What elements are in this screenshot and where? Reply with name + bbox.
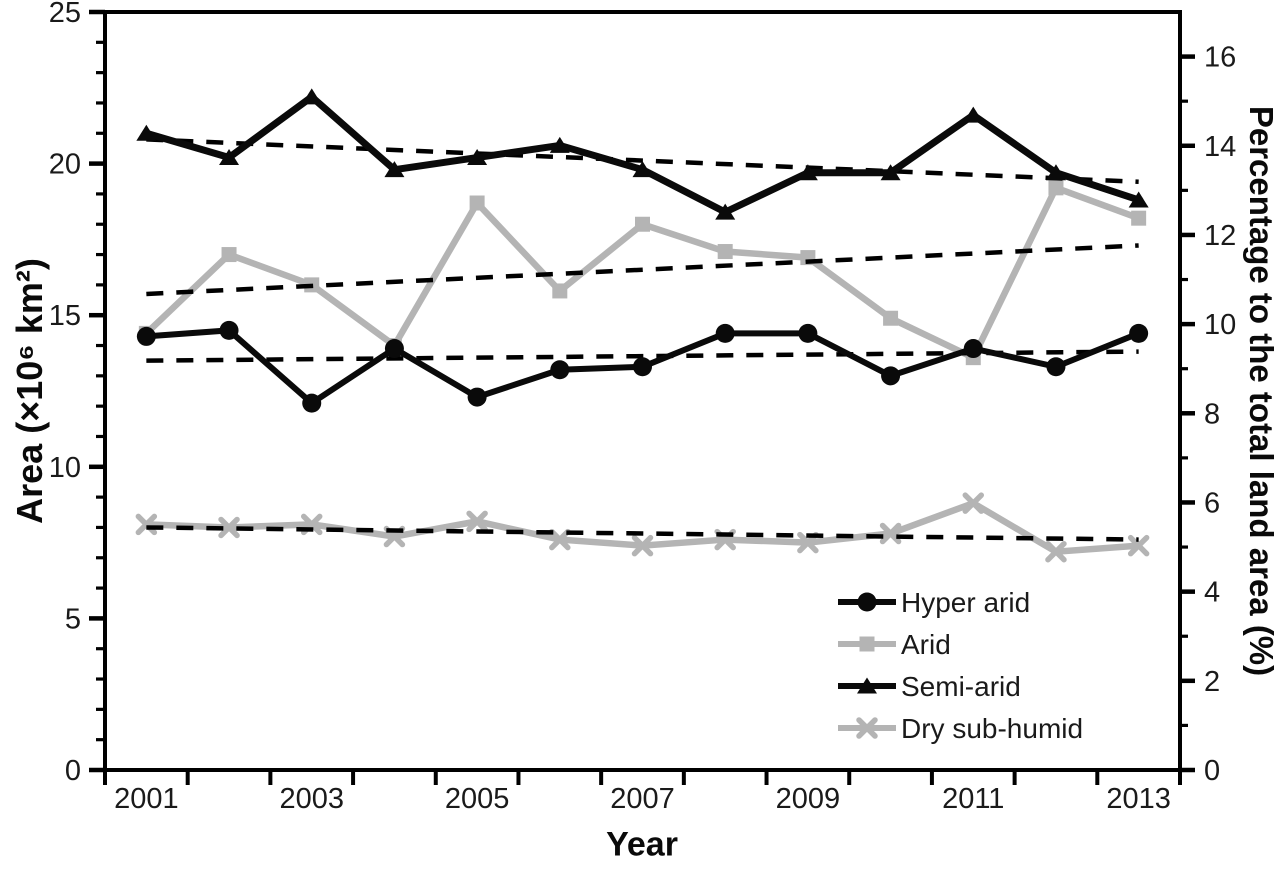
- svg-text:2001: 2001: [114, 783, 179, 815]
- y-axis-left-title: Area (×10⁶ km²): [9, 258, 50, 524]
- plot-border: [103, 10, 1182, 772]
- svg-text:16: 16: [1204, 42, 1236, 74]
- svg-text:0: 0: [1204, 755, 1220, 787]
- x-axis: 2001 2003 2005 2007 2009 2011 2013: [103, 770, 1182, 815]
- series-semi-arid: [136, 88, 1149, 220]
- svg-text:2011: 2011: [942, 783, 1004, 815]
- svg-text:12: 12: [1204, 220, 1236, 252]
- series-dry-sub-humid: [135, 492, 1150, 563]
- svg-text:2009: 2009: [776, 783, 841, 815]
- svg-text:25: 25: [49, 0, 81, 29]
- svg-text:2007: 2007: [610, 783, 675, 815]
- svg-text:8: 8: [1204, 398, 1220, 430]
- legend: Hyper arid Arid Semi-arid Dry sub-humid: [838, 587, 1083, 744]
- svg-text:14: 14: [1204, 131, 1236, 163]
- svg-text:5: 5: [65, 603, 81, 635]
- svg-text:6: 6: [1204, 487, 1220, 519]
- series-arid: [138, 180, 1147, 366]
- svg-text:Semi-arid: Semi-arid: [901, 671, 1021, 702]
- y-axis-right-title: Percentage to the total land area (%): [1243, 105, 1280, 677]
- trend-line-semi-arid: [146, 137, 1139, 185]
- svg-text:10: 10: [49, 452, 81, 484]
- x-axis-title: Year: [606, 825, 678, 864]
- svg-text:2: 2: [1204, 666, 1220, 698]
- legend-entry-semi-arid: Semi-arid: [838, 671, 1021, 702]
- y-axis-right: 0 2 4 6 8 10 12 14 16: [1180, 42, 1236, 787]
- legend-entry-dry-sub-humid: Dry sub-humid: [838, 713, 1083, 744]
- legend-entry-arid: Arid: [838, 629, 951, 660]
- svg-text:15: 15: [49, 300, 81, 332]
- svg-text:2003: 2003: [279, 783, 344, 815]
- svg-text:0: 0: [65, 755, 81, 787]
- svg-text:2005: 2005: [445, 783, 510, 815]
- svg-text:4: 4: [1204, 577, 1220, 609]
- svg-text:Arid: Arid: [901, 629, 951, 660]
- svg-text:10: 10: [1204, 309, 1236, 341]
- svg-text:2013: 2013: [1106, 783, 1171, 815]
- trend-line-dry-sub-humid: [146, 525, 1139, 542]
- trend-line-arid: [146, 243, 1139, 297]
- y-axis-left: 0 5 10 15 20 25: [49, 0, 105, 787]
- series-hyper-arid: [136, 320, 1149, 413]
- svg-text:Hyper arid: Hyper arid: [901, 587, 1030, 618]
- legend-entry-hyper-arid: Hyper arid: [838, 587, 1030, 618]
- svg-text:20: 20: [49, 149, 81, 181]
- svg-text:Dry sub-humid: Dry sub-humid: [901, 713, 1083, 744]
